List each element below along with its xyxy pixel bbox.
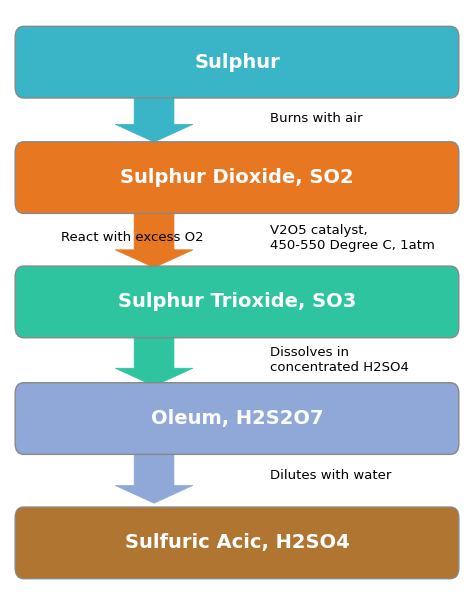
FancyBboxPatch shape	[15, 266, 459, 337]
Polygon shape	[115, 333, 193, 386]
Text: Dissolves in
concentrated H2SO4: Dissolves in concentrated H2SO4	[270, 346, 409, 374]
FancyBboxPatch shape	[15, 142, 459, 214]
Text: Oleum, H2S2O7: Oleum, H2S2O7	[151, 409, 323, 428]
Text: V2O5 catalyst,
450-550 Degree C, 1atm: V2O5 catalyst, 450-550 Degree C, 1atm	[270, 224, 435, 252]
Text: Sulphur: Sulphur	[194, 53, 280, 72]
Text: Sulphur Dioxide, SO2: Sulphur Dioxide, SO2	[120, 168, 354, 187]
Polygon shape	[115, 95, 193, 142]
Text: Dilutes with water: Dilutes with water	[270, 469, 392, 482]
FancyBboxPatch shape	[15, 26, 459, 98]
Text: Sulphur Trioxide, SO3: Sulphur Trioxide, SO3	[118, 292, 356, 311]
FancyBboxPatch shape	[15, 507, 459, 579]
Polygon shape	[115, 449, 193, 503]
FancyBboxPatch shape	[15, 382, 459, 455]
Polygon shape	[115, 210, 193, 268]
Text: Sulfuric Acic, H2SO4: Sulfuric Acic, H2SO4	[125, 533, 349, 552]
Text: React with excess O2: React with excess O2	[61, 231, 204, 244]
Text: Burns with air: Burns with air	[270, 112, 363, 125]
